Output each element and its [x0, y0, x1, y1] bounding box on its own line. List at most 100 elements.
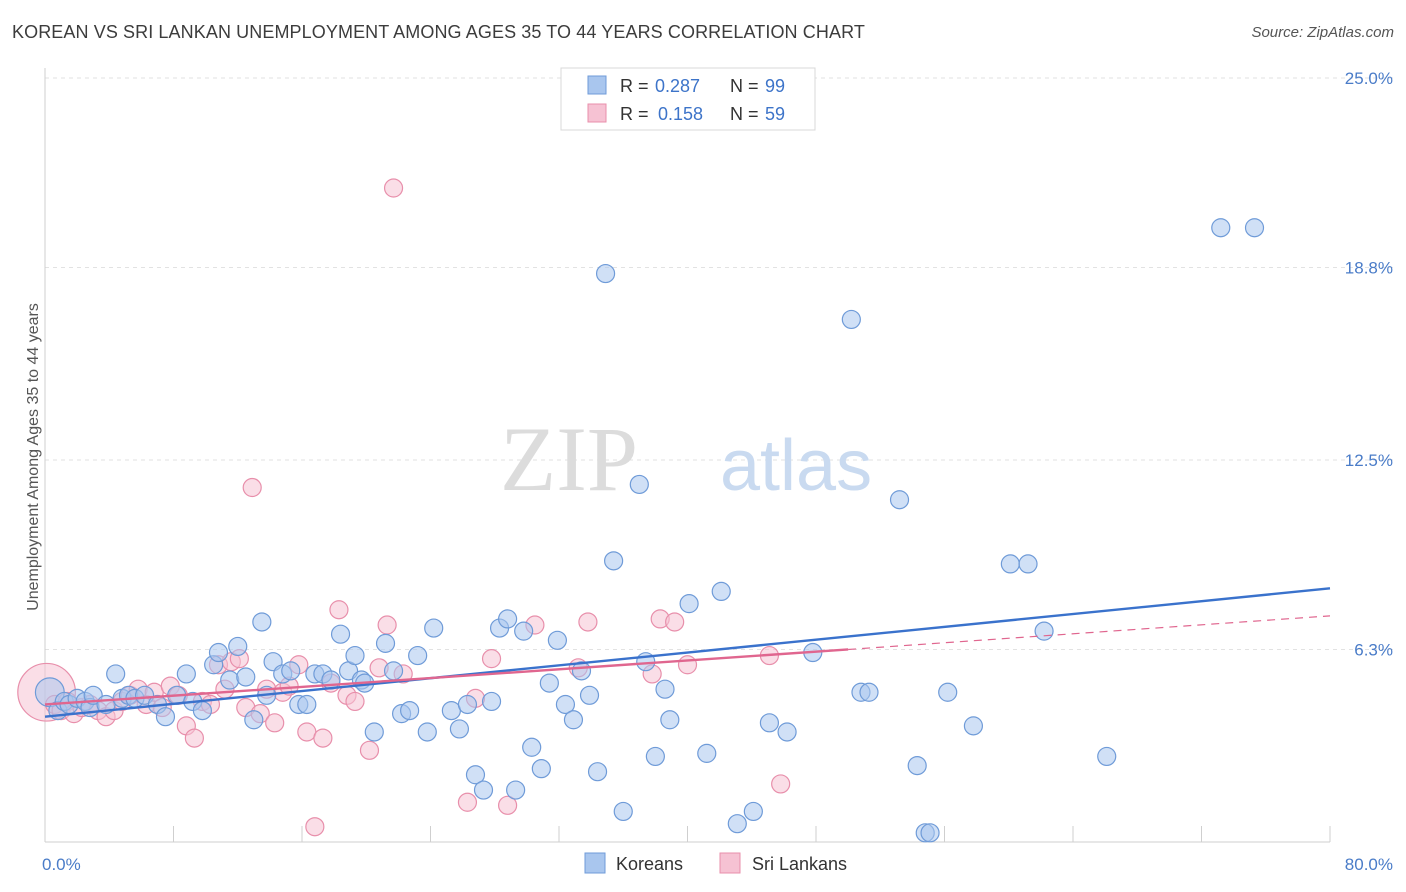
korean-point: [228, 636, 248, 657]
watermark: ZIP atlas: [500, 408, 872, 510]
series-legend-sri-lankans: Sri Lankans: [752, 854, 847, 874]
stats-legend: R = 0.287 N = 99 R = 0.158 N = 59: [560, 67, 816, 131]
korean-point: [465, 765, 486, 785]
korean-point: [176, 664, 196, 684]
korean-point: [473, 780, 494, 800]
sri-lankan-point: [383, 178, 404, 198]
sri-lankan-point: [771, 774, 791, 794]
korean-point: [244, 710, 264, 730]
legend-swatch-koreans: [587, 75, 607, 95]
korean-point: [208, 642, 229, 663]
korean-point: [777, 722, 797, 742]
sri-lankan-trend-line: [44, 648, 849, 706]
legend-r-value: 0.287: [655, 76, 700, 96]
korean-point: [220, 670, 240, 690]
trend-lines: [44, 587, 1331, 718]
korean-point: [579, 685, 600, 705]
korean-point: [481, 691, 502, 712]
series-legend: Koreans Sri Lankans: [584, 852, 847, 874]
korean-trend-line: [44, 587, 1331, 718]
korean-point: [645, 746, 665, 767]
korean-point: [655, 679, 675, 699]
korean-point: [555, 694, 576, 715]
korean-point: [192, 700, 213, 721]
korean-point: [963, 716, 984, 736]
korean-point: [457, 694, 478, 715]
korean-point: [938, 682, 958, 702]
korean-point: [727, 814, 747, 834]
sri-lankan-point: [184, 728, 204, 748]
korean-point: [697, 743, 717, 763]
korean-point: [587, 762, 608, 782]
korean-point: [330, 624, 351, 644]
korean-point: [563, 710, 584, 730]
y-tick-label: 12.5%: [1345, 451, 1393, 470]
korean-point: [449, 719, 470, 739]
watermark-atlas: atlas: [720, 426, 872, 506]
korean-point: [920, 823, 940, 843]
legend-n-label: N =: [730, 76, 759, 96]
sri-lankan-trend-extension: [848, 615, 1331, 651]
sri-lankan-point: [345, 691, 365, 712]
legend-n-value: 99: [765, 76, 785, 96]
korean-point: [613, 801, 633, 822]
korean-point: [679, 594, 699, 614]
y-axis-label: Unemployment Among Ages 35 to 44 years: [25, 303, 42, 611]
korean-point: [522, 737, 542, 757]
korean-point: [297, 694, 317, 715]
series-legend-swatch-sri-lankans: [719, 852, 741, 874]
korean-point: [547, 630, 567, 650]
sri-lankan-point: [578, 612, 598, 632]
sri-lankan-point: [329, 600, 349, 620]
sri-lankan-point: [377, 615, 397, 635]
korean-point: [660, 710, 680, 730]
korean-point: [408, 645, 428, 666]
gridlines: [45, 77, 1395, 650]
korean-point: [364, 722, 384, 742]
korean-point: [281, 661, 301, 681]
korean-point: [743, 801, 763, 822]
legend-r-value: 0.158: [658, 104, 703, 124]
tick-labels: 6.3% 12.5% 18.8% 25.0% 0.0% 80.0%: [42, 69, 1393, 874]
korean-point: [375, 633, 396, 653]
korean-point: [859, 682, 879, 702]
korean-point: [1097, 746, 1117, 767]
sri-lankan-point: [498, 795, 518, 815]
korean-point: [1211, 218, 1231, 238]
chart-source: Source: ZipAtlas.com: [1251, 24, 1394, 41]
sri-lankan-point: [481, 649, 502, 669]
legend-n-label: N =: [730, 104, 759, 124]
sri-lankan-point: [665, 612, 685, 632]
x-tick-label: 80.0%: [1345, 855, 1393, 874]
sri-lankan-point: [457, 792, 478, 812]
korean-point: [252, 612, 272, 632]
korean-point: [759, 713, 780, 733]
korean-point: [907, 755, 927, 776]
data-points: [17, 178, 1265, 843]
korean-point: [1244, 218, 1265, 238]
watermark-zip: ZIP: [500, 408, 638, 510]
y-tick-label: 18.8%: [1345, 258, 1393, 277]
korean-point: [441, 700, 461, 721]
korean-point: [889, 490, 910, 510]
korean-point: [417, 722, 437, 742]
sri-lankan-point: [242, 477, 262, 498]
korean-point: [498, 609, 518, 629]
korean-point: [711, 581, 731, 602]
sri-lankan-point: [297, 722, 317, 742]
x-tick-label: 0.0%: [42, 855, 81, 874]
korean-point: [604, 551, 624, 571]
legend-r-label: R =: [620, 76, 649, 96]
korean-point: [506, 780, 526, 800]
axes: [44, 68, 1331, 843]
sri-lankan-point: [305, 817, 325, 837]
sri-lankan-point: [313, 728, 333, 748]
korean-point: [514, 621, 534, 641]
y-tick-label: 6.3%: [1354, 640, 1393, 659]
legend-swatch-sri-lankans: [587, 103, 607, 123]
y-tick-label: 25.0%: [1345, 69, 1393, 88]
korean-point: [1034, 621, 1054, 641]
korean-point: [106, 664, 126, 684]
chart-title: KOREAN VS SRI LANKAN UNEMPLOYMENT AMONG …: [12, 22, 865, 42]
sri-lankan-point: [359, 740, 380, 760]
